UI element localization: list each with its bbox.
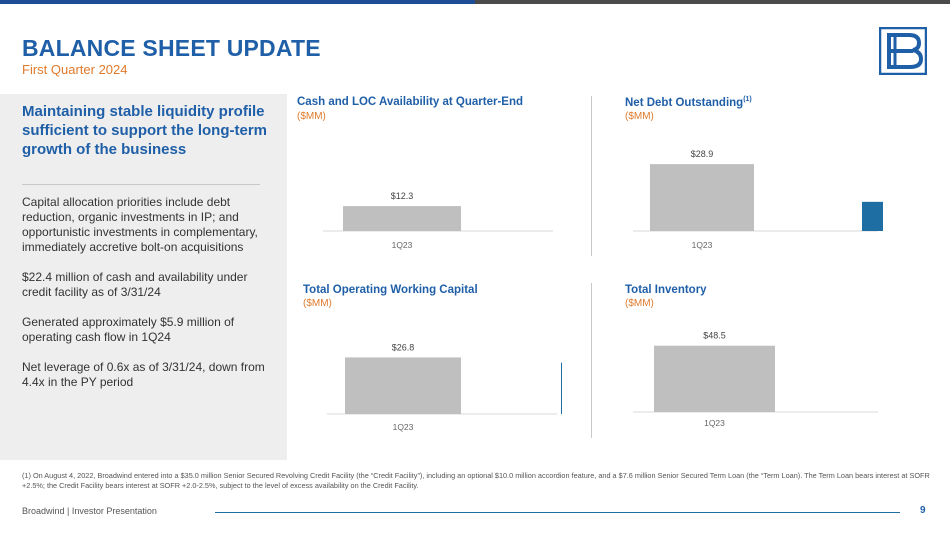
bar-1q23 <box>650 164 754 231</box>
bar-1q23 <box>345 357 461 414</box>
bar-1q24 <box>862 201 883 231</box>
category-tick-label: 1Q23 <box>392 240 413 250</box>
bar-value-label: $28.9 <box>691 149 714 159</box>
top-accent-bar-left <box>0 0 475 4</box>
top-accent-bar-right <box>475 0 950 4</box>
footnote-mark: (1) <box>743 96 752 103</box>
chart-divider-top <box>591 96 592 256</box>
page-number: 9 <box>920 505 926 516</box>
bar-1q23 <box>343 206 461 231</box>
chart-unit-cash-loc: ($MM) <box>297 111 326 122</box>
bar-value-label: $26.8 <box>392 342 415 352</box>
bar-1q23 <box>654 345 775 412</box>
category-tick-label: 1Q23 <box>692 240 713 250</box>
summary-divider <box>22 184 260 185</box>
page-subtitle: First Quarter 2024 <box>22 62 128 77</box>
chart-title-cash-loc: Cash and LOC Availability at Quarter-End <box>297 96 523 108</box>
bar-value-label: $48.5 <box>703 331 726 341</box>
summary-paragraph: $22.4 million of cash and availability u… <box>22 270 248 299</box>
category-tick-label: 1Q23 <box>393 422 414 432</box>
chart-unit-working-capital: ($MM) <box>303 298 332 309</box>
chart-title-working-capital: Total Operating Working Capital <box>303 284 478 296</box>
chart-title-net-debt: Net Debt Outstanding(1) <box>625 96 752 109</box>
summary-body: Capital allocation priorities include de… <box>22 195 272 405</box>
chart-title-inventory: Total Inventory <box>625 284 707 296</box>
company-logo-icon <box>879 27 927 75</box>
chart-unit-inventory: ($MM) <box>625 298 654 309</box>
category-tick-label: 1Q23 <box>704 418 725 428</box>
bar-1q24 <box>561 362 562 414</box>
chart-unit-net-debt: ($MM) <box>625 111 654 122</box>
chart-divider-bottom <box>591 283 592 438</box>
summary-paragraph: Net leverage of 0.6x as of 3/31/24, down… <box>22 360 265 389</box>
page-title: BALANCE SHEET UPDATE <box>22 35 321 61</box>
summary-heading: Maintaining stable liquidity profile suf… <box>22 103 267 158</box>
summary-paragraph: Generated approximately $5.9 million of … <box>22 315 235 344</box>
footnote-text: (1) On August 4, 2022, Broadwind entered… <box>22 471 930 490</box>
footer-label: Broadwind | Investor Presentation <box>22 506 157 516</box>
left-summary-panel: Maintaining stable liquidity profile suf… <box>0 94 287 460</box>
footer-rule <box>215 512 900 513</box>
summary-paragraph: Capital allocation priorities include de… <box>22 195 258 254</box>
bar-value-label: $12.3 <box>391 191 414 201</box>
